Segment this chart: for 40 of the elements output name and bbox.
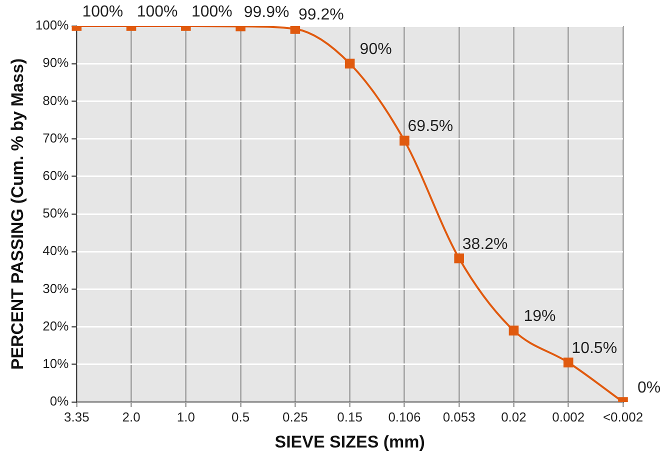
x-tick-label: <0.002: [602, 409, 644, 424]
x-axis-title: SIEVE SIZES (mm): [274, 432, 425, 452]
data-label: 99.2%: [298, 6, 344, 24]
y-tick-label: 100%: [35, 18, 70, 33]
point: [400, 136, 410, 146]
data-label: 0%: [637, 379, 661, 396]
data-label: 100%: [82, 3, 124, 20]
data-label: 69.5%: [408, 118, 454, 136]
point: [508, 326, 519, 336]
point: [563, 358, 574, 368]
y-tick-label: 30%: [42, 280, 70, 296]
y-tick-label: 40%: [42, 243, 70, 258]
point: [454, 253, 464, 264]
y-tick-label: 50%: [42, 206, 70, 221]
x-tick-label: 2.0: [122, 409, 140, 424]
x-tick-label: 0.002: [552, 409, 585, 424]
x-tick-label: 1.0: [176, 409, 195, 424]
x-tick-label: 0.15: [337, 409, 362, 424]
y-tick-label: 0%: [50, 394, 70, 409]
x-tick-label: 0.106: [388, 409, 421, 424]
data-label: 10.5%: [572, 340, 618, 357]
y-axis-title: PERCENT PASSING (Cum. % by Mass): [8, 58, 27, 370]
data-label: 90%: [360, 41, 392, 58]
x-tick-label: 0.02: [501, 409, 526, 424]
y-tick-label: 90%: [42, 55, 70, 70]
y-tick-label: 10%: [42, 356, 70, 371]
x-tick-label: 0.053: [442, 409, 476, 424]
y-tick-label: 60%: [42, 168, 70, 183]
data-label: 99.9%: [244, 4, 290, 21]
y-tick-label: 80%: [42, 92, 70, 108]
y-tick-label: 70%: [42, 130, 70, 146]
data-label: 100%: [191, 3, 232, 20]
x-tick-label: 3.35: [64, 409, 90, 424]
point: [290, 26, 300, 34]
x-tick-label: 0.25: [282, 409, 308, 424]
data-label: 19%: [524, 308, 556, 325]
x-tick-label: 0.5: [232, 409, 250, 424]
data-label: 38.2%: [462, 236, 508, 253]
data-label: 100%: [136, 3, 178, 20]
y-tick-label: 20%: [42, 318, 70, 334]
